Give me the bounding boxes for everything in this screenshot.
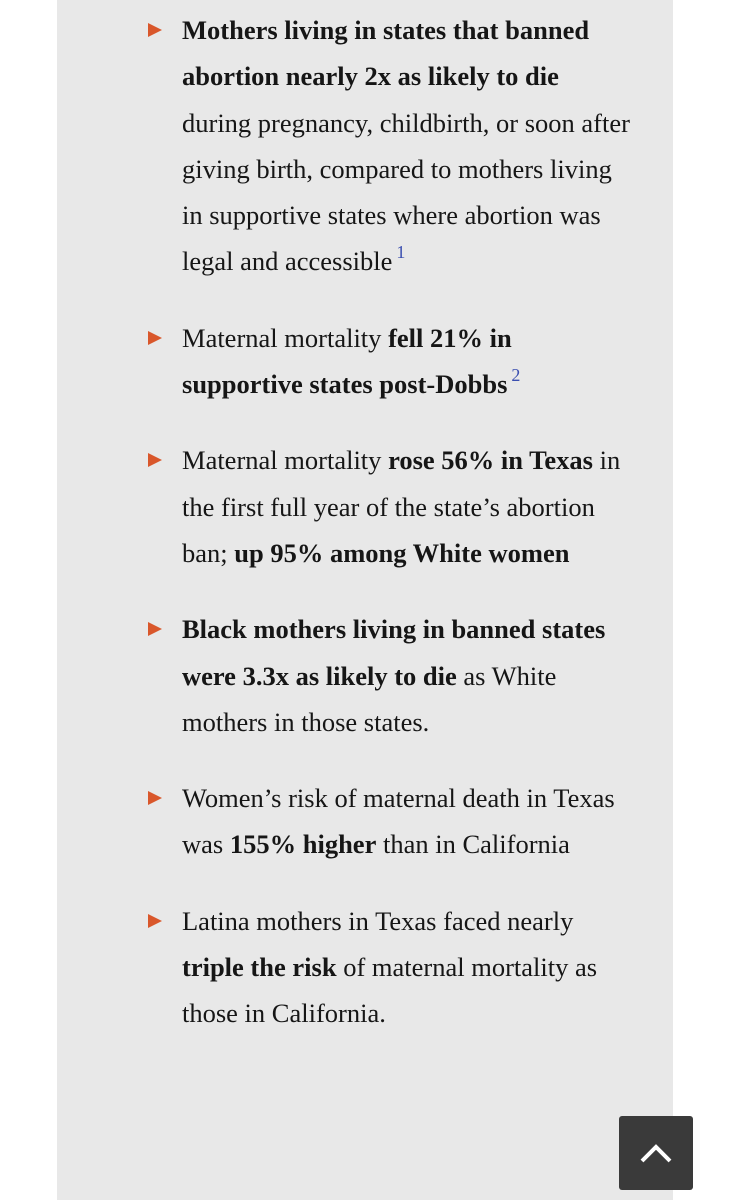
footnote-link[interactable]: 2 xyxy=(511,365,521,386)
text: of maternal mortality as those in Califo… xyxy=(182,952,598,1029)
bold-text: triple the risk xyxy=(182,952,337,983)
bold-text: fell 21% in supportive states post-Dobbs xyxy=(182,322,512,400)
bullet-triangle xyxy=(148,330,162,345)
text: Latina mothers in Texas faced nearly xyxy=(182,905,574,936)
bullet-triangle xyxy=(148,622,162,637)
text: Maternal mortality xyxy=(182,445,389,476)
bold-text: Black mothers living in banned states we… xyxy=(182,614,606,691)
fact-list: Mothers living in states that banned abo… xyxy=(148,7,630,1067)
text: in the first full year of the state’s ab… xyxy=(182,445,621,568)
chevron-up-icon xyxy=(640,1144,672,1163)
bold-text: up 95% among White women xyxy=(234,537,570,568)
fact-item: Maternal mortality fell 21% in supportiv… xyxy=(148,315,630,408)
fact-item: Latina mothers in Texas faced nearly tri… xyxy=(148,898,630,1037)
text: as White mothers in those states. xyxy=(182,660,557,737)
bold-text: rose 56% in Texas xyxy=(388,445,593,476)
text: Maternal mortality xyxy=(182,322,389,353)
bold-text: Mothers living in states that banned abo… xyxy=(182,15,590,92)
bullet-triangle xyxy=(148,913,162,928)
bullet-triangle xyxy=(148,23,162,37)
text: during pregnancy, childbirth, or soon af… xyxy=(182,107,630,277)
text: Women’s risk of maternal death in Texas … xyxy=(182,783,615,860)
content-panel xyxy=(57,0,673,1200)
bullet-triangle xyxy=(148,453,162,468)
fact-item: Black mothers living in banned states we… xyxy=(148,606,630,745)
scroll-to-top-button[interactable] xyxy=(619,1116,693,1190)
fact-item: Mothers living in states that banned abo… xyxy=(148,7,630,285)
bold-text: 155% higher xyxy=(229,829,377,860)
fact-item: Women’s risk of maternal death in Texas … xyxy=(148,775,630,868)
footnote-link[interactable]: 1 xyxy=(396,242,406,263)
fact-item: Maternal mortality rose 56% in Texas in … xyxy=(148,437,630,576)
bullet-triangle xyxy=(148,791,162,806)
text: than in California xyxy=(376,829,570,860)
